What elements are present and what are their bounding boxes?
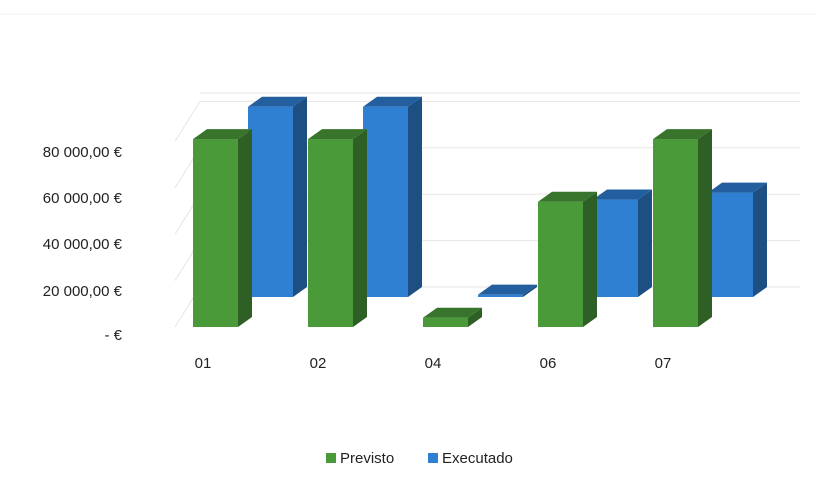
x-tick-label: 04	[425, 355, 442, 372]
x-tick-label: 07	[655, 355, 672, 372]
bar-previsto-06	[538, 192, 597, 327]
y-tick-label: - €	[104, 327, 122, 344]
x-tick-label: 06	[540, 355, 557, 372]
y-tick-label: 20 000,00 €	[43, 283, 123, 300]
bar-side	[698, 129, 712, 327]
bar-side	[753, 183, 767, 297]
bar-previsto-07	[653, 129, 712, 327]
bar-front	[193, 139, 238, 327]
bar-previsto-01	[193, 129, 252, 327]
legend-swatch	[326, 453, 336, 463]
bar-previsto-02	[308, 129, 367, 327]
y-tick-label: 80 000,00 €	[43, 144, 123, 161]
bar-side	[353, 129, 367, 327]
bar-side	[408, 97, 422, 297]
bar-series	[193, 97, 767, 327]
bar-front	[593, 200, 638, 297]
legend-swatch	[428, 453, 438, 463]
x-axis-tick-labels: 01 02 04 06 07	[195, 355, 672, 372]
bar-executado-01	[248, 97, 307, 297]
bar-side	[238, 129, 252, 327]
y-axis-tick-labels: - € 20 000,00 € 40 000,00 € 60 000,00 € 80 0…	[43, 144, 123, 344]
bar-front	[478, 295, 523, 297]
x-tick-label: 01	[195, 355, 212, 372]
bar-front	[308, 139, 353, 327]
legend-label: Previsto	[340, 450, 394, 467]
bar-executado-02	[363, 97, 422, 297]
gridline-side	[175, 101, 200, 141]
bar-previsto-04	[423, 308, 482, 327]
x-tick-label: 02	[310, 355, 327, 372]
bar-side	[583, 192, 597, 327]
bar-executado-07	[708, 183, 767, 297]
bar-side	[293, 97, 307, 297]
bar-front	[653, 139, 698, 327]
bar-front	[363, 107, 408, 297]
bar-front	[538, 202, 583, 327]
y-tick-label: 40 000,00 €	[43, 236, 123, 253]
y-tick-label: 60 000,00 €	[43, 190, 123, 207]
bar-front	[708, 193, 753, 297]
bar-front	[248, 107, 293, 297]
legend-label: Executado	[442, 450, 513, 467]
bar-executado-06	[593, 190, 652, 297]
bar-side	[638, 190, 652, 297]
legend: Previsto Executado	[326, 450, 513, 467]
bar-front	[423, 318, 468, 327]
